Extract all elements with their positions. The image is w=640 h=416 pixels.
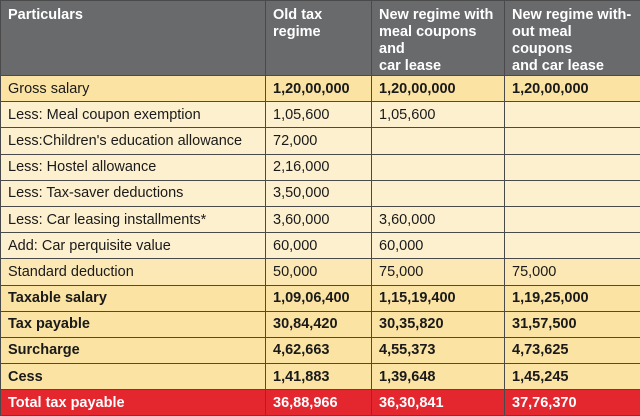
cell-old-regime: 3,60,000 <box>266 206 372 232</box>
cell-new-without <box>505 206 640 232</box>
row-hostel-allowance: Less: Hostel allowance 2,16,000 <box>1 154 640 180</box>
cell-new-with: 1,15,19,400 <box>372 285 505 311</box>
cell-particular: Surcharge <box>1 337 266 363</box>
cell-particular: Tax payable <box>1 311 266 337</box>
row-total-tax-payable: Total tax payable 36,88,966 36,30,841 37… <box>1 390 640 416</box>
row-cess: Cess 1,41,883 1,39,648 1,45,245 <box>1 364 640 390</box>
cell-new-with: 36,30,841 <box>372 390 505 416</box>
cell-old-regime: 50,000 <box>266 259 372 285</box>
cell-old-regime: 1,20,00,000 <box>266 76 372 102</box>
cell-old-regime: 1,41,883 <box>266 364 372 390</box>
cell-new-with <box>372 154 505 180</box>
cell-old-regime: 72,000 <box>266 128 372 154</box>
row-tax-payable: Tax payable 30,84,420 30,35,820 31,57,50… <box>1 311 640 337</box>
cell-new-without <box>505 233 640 259</box>
cell-particular: Less: Hostel allowance <box>1 154 266 180</box>
cell-old-regime: 2,16,000 <box>266 154 372 180</box>
cell-new-without: 37,76,370 <box>505 390 640 416</box>
row-standard-deduction: Standard deduction 50,000 75,000 75,000 <box>1 259 640 285</box>
row-meal-coupon-exemption: Less: Meal coupon exemption 1,05,600 1,0… <box>1 102 640 128</box>
header-row: Particulars Old tax regime New regime wi… <box>1 1 640 76</box>
row-gross-salary: Gross salary 1,20,00,000 1,20,00,000 1,2… <box>1 76 640 102</box>
cell-new-without <box>505 180 640 206</box>
cell-new-with: 1,05,600 <box>372 102 505 128</box>
cell-particular: Total tax payable <box>1 390 266 416</box>
cell-new-without: 75,000 <box>505 259 640 285</box>
cell-new-without: 1,45,245 <box>505 364 640 390</box>
cell-particular: Standard deduction <box>1 259 266 285</box>
cell-new-without: 4,73,625 <box>505 337 640 363</box>
cell-new-without <box>505 154 640 180</box>
cell-new-without: 1,20,00,000 <box>505 76 640 102</box>
cell-particular: Add: Car perquisite value <box>1 233 266 259</box>
cell-new-without: 1,19,25,000 <box>505 285 640 311</box>
cell-old-regime: 1,05,600 <box>266 102 372 128</box>
cell-old-regime: 60,000 <box>266 233 372 259</box>
cell-particular: Less: Tax-saver deductions <box>1 180 266 206</box>
row-surcharge: Surcharge 4,62,663 4,55,373 4,73,625 <box>1 337 640 363</box>
header-particulars: Particulars <box>1 1 266 76</box>
cell-old-regime: 3,50,000 <box>266 180 372 206</box>
cell-particular: Gross salary <box>1 76 266 102</box>
cell-new-with: 1,20,00,000 <box>372 76 505 102</box>
cell-new-with: 4,55,373 <box>372 337 505 363</box>
row-car-leasing-installments: Less: Car leasing installments* 3,60,000… <box>1 206 640 232</box>
cell-old-regime: 4,62,663 <box>266 337 372 363</box>
cell-new-with: 60,000 <box>372 233 505 259</box>
cell-new-with: 30,35,820 <box>372 311 505 337</box>
cell-new-with: 75,000 <box>372 259 505 285</box>
cell-new-with <box>372 128 505 154</box>
cell-particular: Less:Children's education allowance <box>1 128 266 154</box>
cell-new-without <box>505 102 640 128</box>
cell-new-with: 1,39,648 <box>372 364 505 390</box>
cell-new-with: 3,60,000 <box>372 206 505 232</box>
row-childrens-education-allowance: Less:Children's education allowance 72,0… <box>1 128 640 154</box>
row-tax-saver-deductions: Less: Tax-saver deductions 3,50,000 <box>1 180 640 206</box>
row-taxable-salary: Taxable salary 1,09,06,400 1,15,19,400 1… <box>1 285 640 311</box>
cell-particular: Less: Car leasing installments* <box>1 206 266 232</box>
header-new-regime-without-meal-car: New regime with- out meal coupons and ca… <box>505 1 640 76</box>
cell-particular: Less: Meal coupon exemption <box>1 102 266 128</box>
cell-particular: Taxable salary <box>1 285 266 311</box>
header-old-tax-regime: Old tax regime <box>266 1 372 76</box>
cell-old-regime: 1,09,06,400 <box>266 285 372 311</box>
cell-particular: Cess <box>1 364 266 390</box>
cell-new-with <box>372 180 505 206</box>
cell-new-without: 31,57,500 <box>505 311 640 337</box>
header-new-regime-with-meal-car: New regime with meal coupons and car lea… <box>372 1 505 76</box>
cell-old-regime: 36,88,966 <box>266 390 372 416</box>
row-car-perquisite-value: Add: Car perquisite value 60,000 60,000 <box>1 233 640 259</box>
cell-old-regime: 30,84,420 <box>266 311 372 337</box>
cell-new-without <box>505 128 640 154</box>
